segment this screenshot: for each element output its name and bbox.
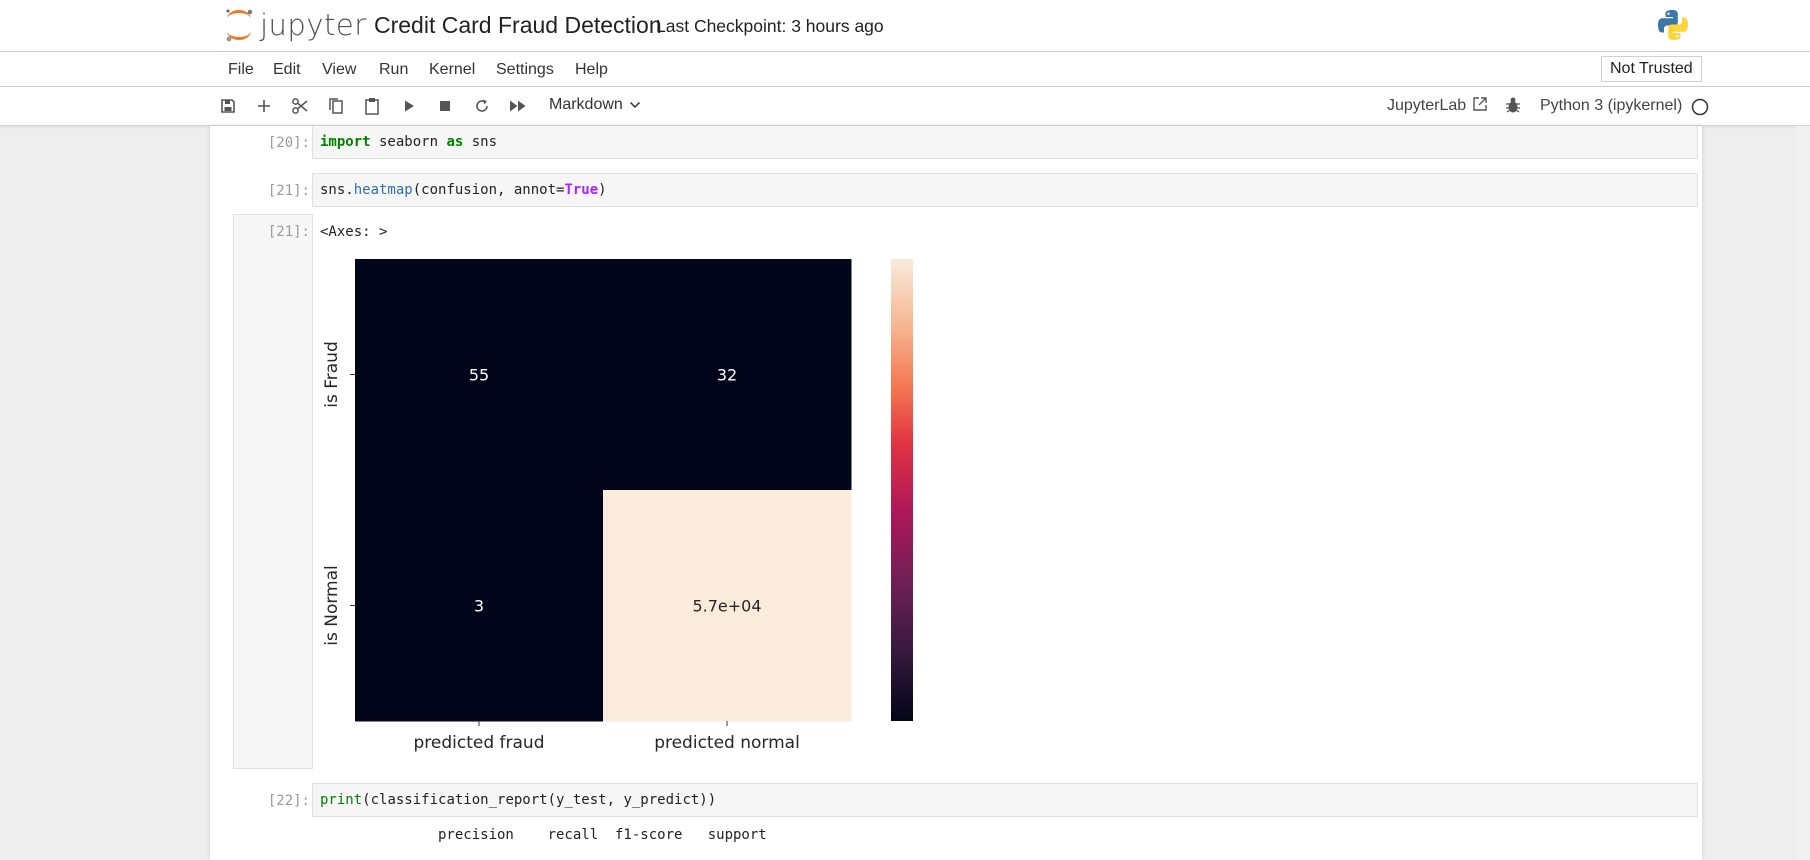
jupyterlab-link[interactable]: JupyterLab — [1387, 97, 1467, 114]
code-text: (confusion, annot= — [412, 182, 565, 198]
trust-status-button[interactable]: Not Trusted — [1601, 56, 1702, 82]
kernel-name[interactable]: Python 3 (ipykernel) — [1540, 97, 1683, 114]
heatmap-cell — [355, 490, 604, 722]
notebook-toolbar: Markdown JupyterLab Python 3 (ipykernel) — [0, 87, 1810, 126]
cell-21-output-prompt: [21]: — [267, 224, 310, 240]
top-header: jupyter Credit Card Fraud Detection Last… — [0, 0, 1810, 52]
cell-21-output-collapser[interactable] — [233, 214, 313, 769]
menu-help[interactable]: Help — [575, 61, 608, 78]
python-logo-icon — [1656, 8, 1690, 47]
run-icon[interactable] — [399, 96, 419, 116]
jupyter-logo-icon — [226, 9, 253, 42]
jupyter-logo[interactable]: jupyter — [224, 6, 367, 44]
y-tick-label: is Fraud — [322, 341, 342, 408]
cell-type-value: Markdown — [549, 96, 623, 113]
fast-forward-icon[interactable] — [508, 96, 528, 116]
colorbar — [891, 259, 913, 721]
code-builtin-print: print — [320, 792, 363, 808]
output-axes-text: <Axes: > — [320, 224, 388, 240]
menu-bar: File Edit View Run Kernel Settings Help … — [0, 52, 1810, 87]
code-text: (classification_report(y_test, y_predict… — [362, 792, 717, 808]
code-text: seaborn — [370, 134, 447, 150]
cell-21-prompt: [21]: — [267, 183, 310, 199]
notebook-title[interactable]: Credit Card Fraud Detection — [374, 12, 662, 38]
cell-20-prompt: [20]: — [267, 135, 310, 151]
code-text: sns. — [320, 182, 354, 198]
checkpoint-status: Last Checkpoint: 3 hours ago — [656, 16, 884, 36]
classification-report-header: precision recall f1-score support — [320, 827, 767, 843]
heatmap-cell — [355, 259, 604, 491]
cut-icon[interactable] — [290, 96, 310, 116]
cell-20-input[interactable]: import seaborn as sns — [312, 126, 1698, 159]
copy-icon[interactable] — [326, 96, 346, 116]
code-text: sns — [463, 134, 498, 150]
cell-type-dropdown[interactable]: Markdown — [549, 96, 641, 114]
jupyter-logo-text: jupyter — [260, 8, 367, 42]
cell-22-prompt: [22]: — [267, 793, 310, 809]
code-keyword-true: True — [564, 182, 599, 198]
chevron-down-icon — [629, 101, 640, 109]
stop-icon[interactable] — [435, 96, 455, 116]
menu-file[interactable]: File — [228, 61, 254, 78]
heatmap-annotation: 32 — [717, 366, 737, 385]
code-text: ) — [598, 182, 607, 198]
code-keyword-as: as — [446, 134, 464, 150]
menu-run[interactable]: Run — [379, 61, 409, 78]
heatmap-annotation: 55 — [469, 366, 489, 385]
restart-icon[interactable] — [472, 96, 492, 116]
paste-icon[interactable] — [362, 96, 382, 116]
code-function-name: heatmap — [353, 182, 413, 198]
save-icon[interactable] — [218, 96, 238, 116]
x-tick-label: predicted normal — [654, 733, 800, 753]
code-keyword-import: import — [320, 134, 371, 150]
heatmap-annotation: 3 — [474, 597, 484, 616]
page-background-edge — [1795, 126, 1810, 860]
menu-kernel[interactable]: Kernel — [429, 61, 476, 78]
x-tick-label: predicted fraud — [413, 733, 544, 753]
menu-edit[interactable]: Edit — [273, 61, 301, 78]
external-link-icon[interactable] — [1472, 96, 1488, 117]
heatmap-cell — [603, 259, 852, 491]
heatmap-cell — [603, 490, 852, 722]
cell-21-input[interactable]: sns.heatmap(confusion, annot=True) — [312, 173, 1698, 207]
add-cell-icon[interactable] — [254, 96, 274, 116]
y-tick-label: is Normal — [322, 565, 342, 646]
menu-view[interactable]: View — [322, 61, 357, 78]
menu-settings[interactable]: Settings — [496, 61, 554, 78]
heatmap-annotation: 5.7e+04 — [692, 597, 761, 616]
notebook-panel: [20]: import seaborn as sns [21]: sns.he… — [210, 126, 1702, 860]
kernel-status-idle-icon — [1691, 98, 1709, 121]
confusion-heatmap-chart: 55 32 3 5.7e+04 predicted fraud predicted no… — [322, 259, 913, 753]
debugger-bug-icon[interactable] — [1505, 96, 1521, 119]
cell-22-input[interactable]: print(classification_report(y_test, y_pr… — [312, 783, 1698, 817]
